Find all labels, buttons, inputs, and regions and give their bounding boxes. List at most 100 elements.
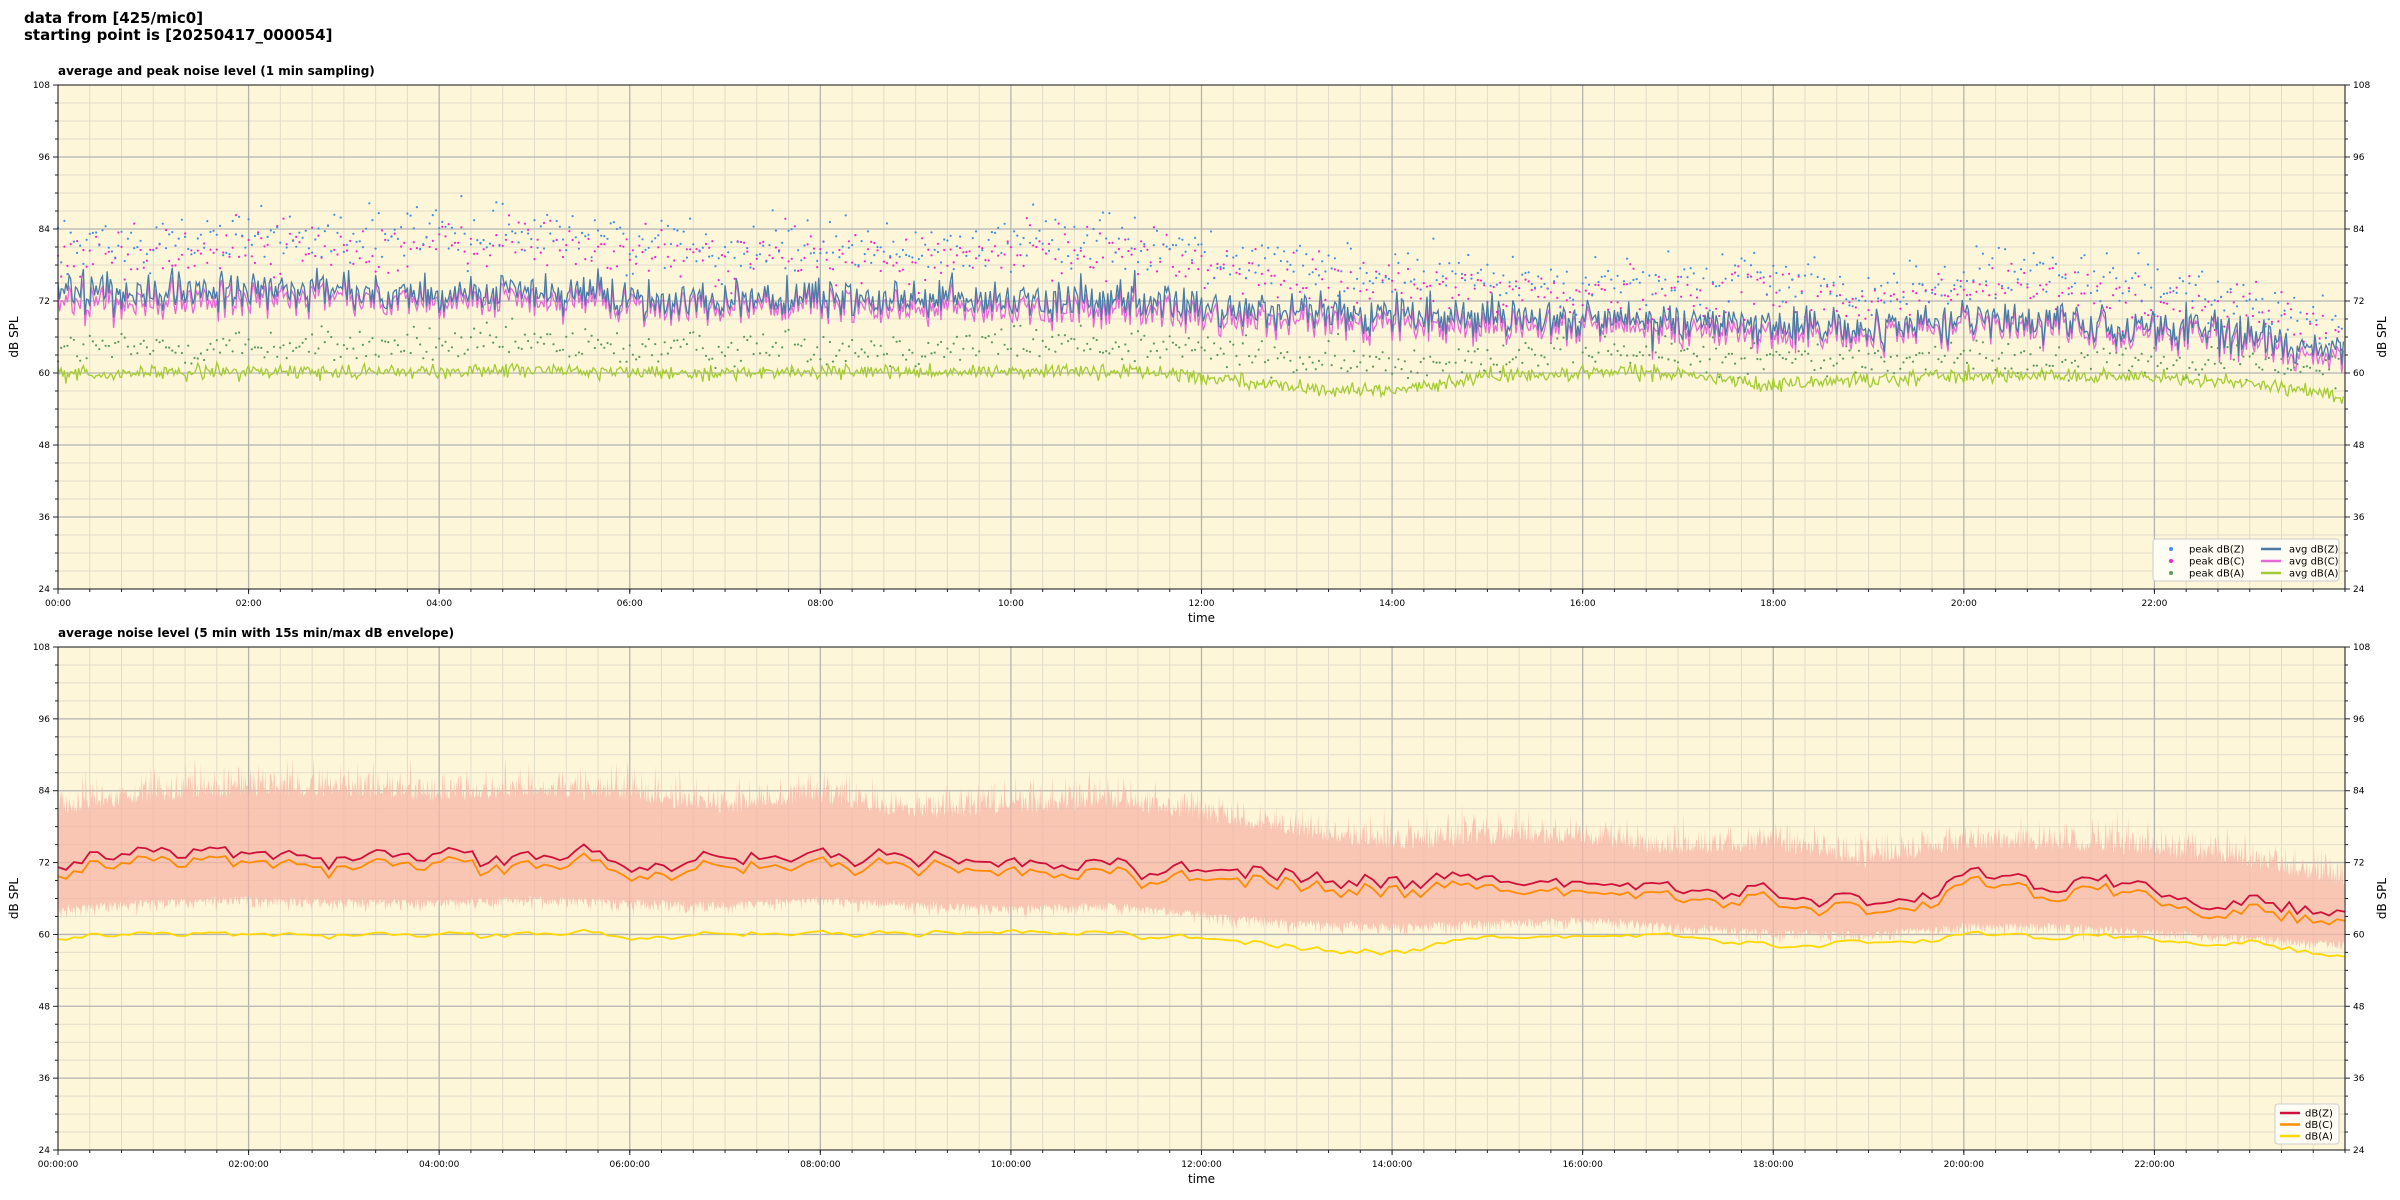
peak-dba-point <box>2058 346 2061 349</box>
peak-dbc-point <box>511 240 514 244</box>
peak-dbc-point <box>866 248 870 251</box>
peak-dba-point <box>263 356 266 359</box>
peak-dba-point <box>1597 351 1600 354</box>
peak-dbc-point <box>1324 298 1327 301</box>
peak-dbz-point <box>511 230 514 233</box>
y-tick-label-right: 24 <box>2353 585 2365 595</box>
peak-dbc-point <box>1972 280 1975 284</box>
peak-dbz-point <box>2315 319 2318 322</box>
peak-dbz-point <box>2242 283 2245 287</box>
peak-dba-point <box>1508 361 1511 364</box>
x-tick-label: 00:00:00 <box>38 1160 79 1170</box>
peak-dbc-point <box>1883 292 1886 295</box>
peak-dbz-point <box>1600 275 1603 278</box>
peak-dbz-point <box>600 234 603 237</box>
peak-dbc-point <box>339 235 342 238</box>
peak-dbc-point <box>2051 267 2054 270</box>
peak-dbc-point <box>1915 292 1918 295</box>
peak-dbz-point <box>1975 245 1978 248</box>
peak-dbc-point <box>514 251 517 254</box>
peak-dba-point <box>2337 357 2340 360</box>
peak-dbz-point <box>2147 263 2150 266</box>
peak-dba-point <box>1918 351 1921 355</box>
peak-dbz-point <box>2204 298 2207 301</box>
peak-dbz-point <box>218 224 222 227</box>
peak-dba-point <box>66 344 69 347</box>
peak-dba-point <box>301 341 304 344</box>
peak-dbz-point <box>466 270 469 273</box>
peak-dba-point <box>1140 338 1143 341</box>
peak-dbz-point <box>974 230 978 233</box>
peak-dba-point <box>612 352 616 355</box>
peak-dba-point <box>517 346 520 349</box>
peak-dba-point <box>339 355 342 358</box>
peak-dbc-point <box>1994 293 1997 296</box>
peak-dba-point <box>110 355 114 359</box>
peak-dbc-point <box>1067 241 1070 244</box>
peak-dbz-point <box>1638 281 1641 284</box>
peak-dba-point <box>730 341 733 344</box>
peak-dbc-point <box>768 254 771 257</box>
peak-dbc-point <box>711 240 714 243</box>
peak-dbc-point <box>1553 281 1556 285</box>
peak-dbc-point <box>520 248 523 251</box>
peak-dbz-point <box>2051 256 2054 259</box>
peak-dbz-point <box>1753 251 1756 254</box>
peak-dbz-point <box>698 249 701 252</box>
peak-dbc-point <box>1826 285 1829 288</box>
peak-dba-point <box>415 336 418 340</box>
peak-dbc-point <box>1654 292 1657 295</box>
peak-dbc-point <box>1619 307 1622 310</box>
peak-dbc-point <box>819 248 822 251</box>
peak-dbc-point <box>743 241 746 244</box>
peak-dbz-point <box>1680 275 1683 278</box>
peak-dbz-point <box>2213 299 2216 302</box>
peak-dba-point <box>1502 344 1505 347</box>
peak-dbc-point <box>1308 297 1311 300</box>
peak-dbc-point <box>1286 268 1289 271</box>
peak-dba-point <box>1400 368 1403 371</box>
peak-dba-point <box>1702 345 1705 348</box>
peak-dbz-point <box>419 247 422 251</box>
peak-dbz-point <box>193 251 196 254</box>
peak-dba-point <box>571 332 574 335</box>
peak-dba-point <box>247 338 250 341</box>
peak-dba-point <box>819 358 822 361</box>
peak-dba-point <box>130 353 133 356</box>
peak-dba-point <box>85 357 88 360</box>
peak-dbc-point <box>336 253 339 256</box>
peak-dbz-point <box>530 237 533 241</box>
peak-dbc-point <box>2115 287 2118 290</box>
x-tick-label: 14:00:00 <box>1372 1160 1413 1170</box>
peak-dbc-point <box>317 234 320 237</box>
peak-dbz-point <box>1505 292 1508 295</box>
peak-dbc-point <box>1003 253 1006 256</box>
peak-dba-point <box>1438 361 1441 364</box>
x-tick-label: 22:00:00 <box>2134 1160 2175 1170</box>
peak-dbc-point <box>1159 260 1162 263</box>
chart-panel-2: average noise level (5 min with 15s min/… <box>7 626 2389 1186</box>
peak-dbz-point <box>1435 279 1438 282</box>
peak-dbc-point <box>333 248 336 251</box>
peak-dbc-point <box>555 238 558 242</box>
peak-dbc-point <box>2162 301 2165 304</box>
peak-dba-point <box>596 338 600 341</box>
peak-dbc-point <box>2007 269 2010 272</box>
peak-dbc-point <box>847 240 851 243</box>
peak-dbc-point <box>1715 307 1718 310</box>
peak-dba-point <box>701 347 704 350</box>
peak-dbz-point <box>704 233 708 236</box>
peak-dba-point <box>736 348 739 351</box>
peak-dbc-point <box>2321 314 2324 317</box>
peak-dbz-point <box>292 239 295 242</box>
peak-dbc-point <box>1476 278 1479 282</box>
peak-dba-point <box>1619 354 1622 357</box>
peak-dbz-point <box>469 243 472 246</box>
peak-dbc-point <box>1562 291 1565 294</box>
peak-dba-point <box>1749 347 1753 350</box>
peak-dbc-point <box>1413 283 1416 286</box>
peak-dbz-point <box>1861 290 1864 293</box>
peak-dbc-point <box>1464 273 1467 277</box>
peak-dbz-point <box>2245 299 2248 302</box>
peak-dbz-point <box>1645 304 1648 307</box>
